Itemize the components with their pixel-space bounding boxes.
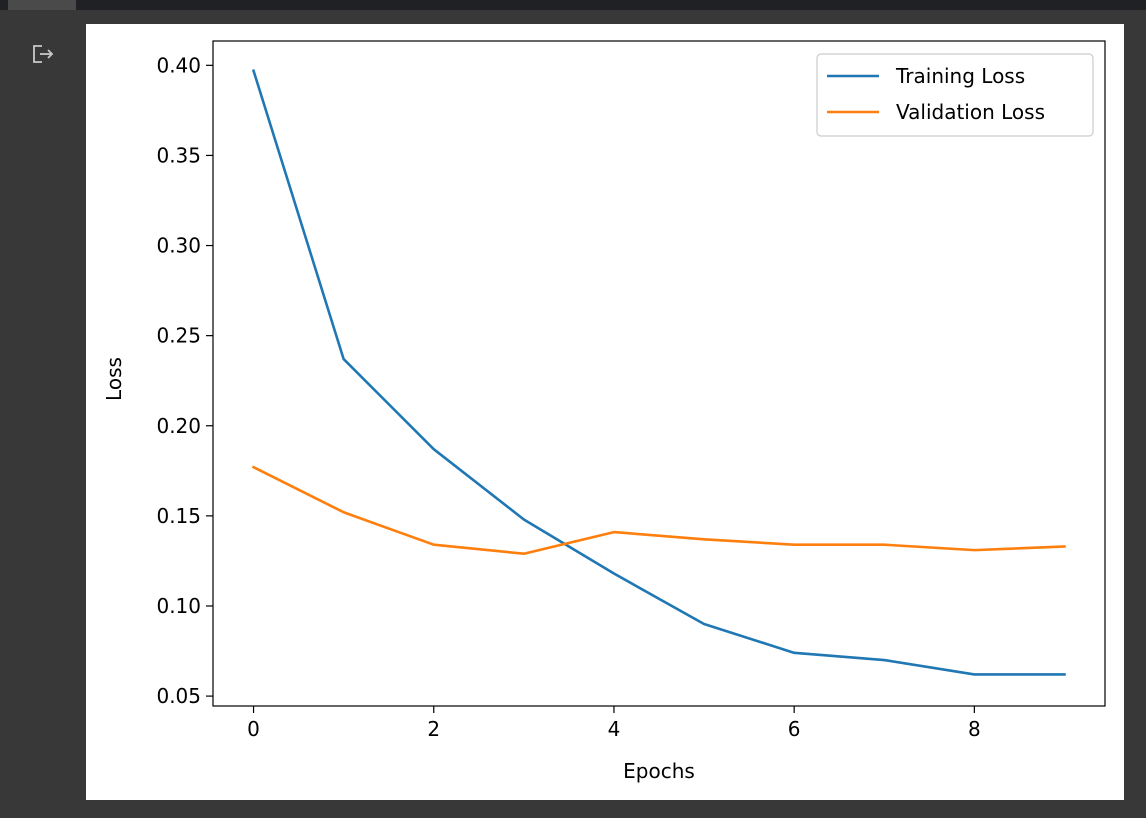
y-axis-label: Loss <box>102 357 126 401</box>
legend-label-validation: Validation Loss <box>896 100 1045 124</box>
x-axis-ticks: 0 2 4 6 8 <box>247 706 981 741</box>
x-tick-label: 8 <box>968 717 981 741</box>
axes-frame <box>212 40 1106 707</box>
x-tick-label: 0 <box>247 717 260 741</box>
x-axis-label: Epochs <box>623 759 695 783</box>
toolbar-tab[interactable] <box>8 0 76 10</box>
x-tick-label: 6 <box>788 717 801 741</box>
output-redirect-icon[interactable] <box>30 40 58 68</box>
y-tick-label: 0.40 <box>156 53 201 77</box>
y-tick-label: 0.25 <box>156 324 201 348</box>
legend-label-training: Training Loss <box>895 64 1025 88</box>
line-chart: 0 2 4 6 8 0.05 0.10 0.15 0.20 0.25 0.30 0.35 0.40 E… <box>102 40 1106 783</box>
y-axis-ticks: 0.05 0.10 0.15 0.20 0.25 0.30 0.35 0.40 <box>156 53 213 708</box>
top-toolbar <box>0 0 1146 10</box>
legend: Training Loss Validation Loss <box>816 53 1094 137</box>
y-tick-label: 0.15 <box>156 504 201 528</box>
y-tick-label: 0.35 <box>156 143 201 167</box>
chart-output: 0 2 4 6 8 0.05 0.10 0.15 0.20 0.25 0.30 0.35 0.40 E… <box>86 24 1124 800</box>
training-loss-line <box>251 69 1066 676</box>
y-tick-label: 0.05 <box>156 684 201 708</box>
output-gutter <box>0 10 86 818</box>
y-tick-label: 0.20 <box>156 414 201 438</box>
y-tick-label: 0.10 <box>156 594 201 618</box>
x-tick-label: 4 <box>608 717 621 741</box>
x-tick-label: 2 <box>427 717 440 741</box>
y-tick-label: 0.30 <box>156 234 201 258</box>
validation-loss-line <box>251 465 1066 556</box>
series-lines <box>251 69 1066 676</box>
plot-area <box>213 41 1105 706</box>
legend-box <box>816 53 1094 137</box>
